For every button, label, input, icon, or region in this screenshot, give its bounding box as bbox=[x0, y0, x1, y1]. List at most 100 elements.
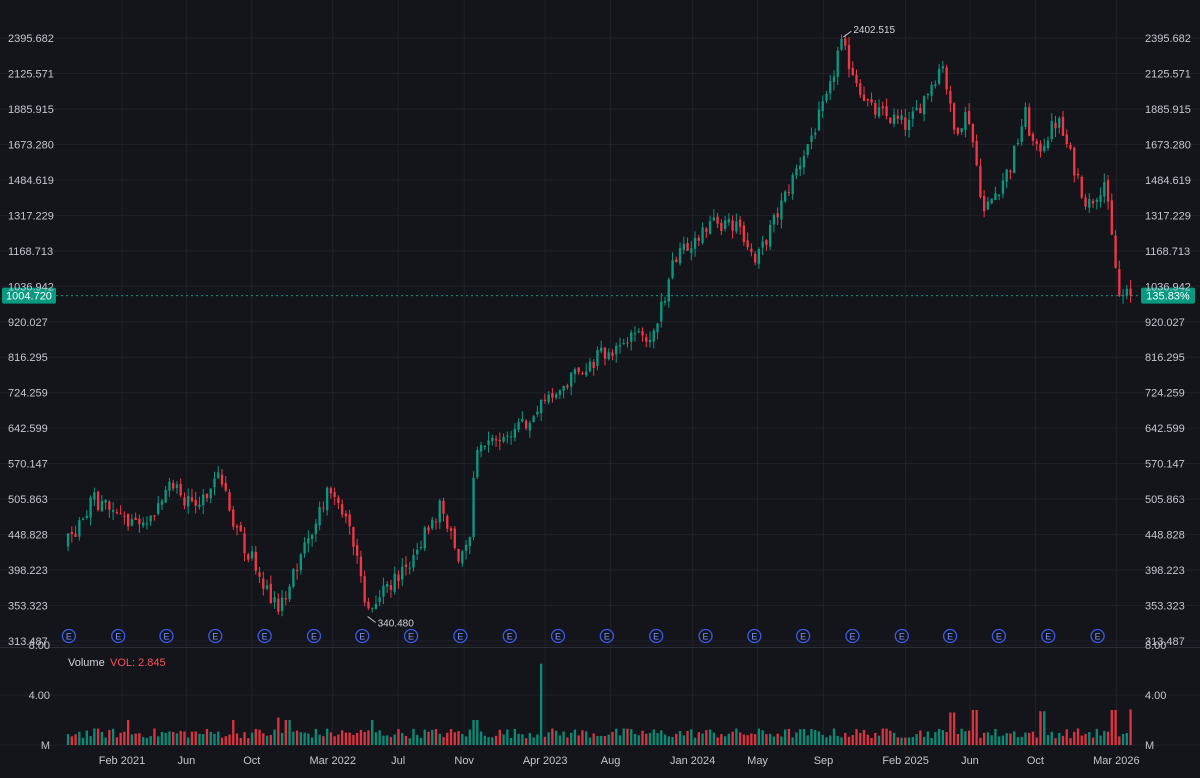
earnings-marker[interactable]: E bbox=[942, 628, 958, 644]
earnings-marker[interactable]: E bbox=[403, 628, 419, 644]
earnings-marker[interactable]: E bbox=[894, 628, 909, 644]
svg-text:E: E bbox=[359, 632, 365, 642]
volume-bar bbox=[487, 737, 490, 745]
earnings-marker[interactable]: E bbox=[306, 628, 322, 644]
candle bbox=[799, 157, 802, 176]
earnings-marker[interactable]: E bbox=[698, 628, 713, 644]
candle bbox=[1095, 197, 1098, 210]
earnings-marker[interactable]: E bbox=[111, 628, 126, 644]
earnings-marker[interactable]: E bbox=[61, 628, 77, 644]
earnings-marker[interactable]: E bbox=[845, 628, 860, 644]
volume-bar bbox=[217, 731, 220, 745]
candle bbox=[175, 480, 179, 494]
volume-bar bbox=[292, 731, 295, 745]
volume-bar bbox=[453, 732, 456, 745]
earnings-marker[interactable]: E bbox=[599, 628, 614, 644]
volume-bar bbox=[528, 732, 532, 745]
earnings-marker[interactable]: E bbox=[502, 628, 517, 644]
volume-bar bbox=[784, 729, 787, 745]
earnings-marker[interactable]: E bbox=[453, 628, 468, 644]
volume-bar bbox=[930, 738, 933, 745]
volume-bar bbox=[1121, 734, 1125, 745]
candle bbox=[250, 545, 254, 561]
volume-bar bbox=[581, 730, 584, 745]
earnings-marker[interactable]: E bbox=[747, 628, 762, 644]
price-tick-label-right: 724.259 bbox=[1145, 388, 1185, 400]
candle bbox=[1084, 193, 1087, 210]
svg-text:340.480: 340.480 bbox=[378, 619, 415, 630]
candle bbox=[874, 99, 877, 119]
volume-bar bbox=[187, 737, 190, 745]
volume-bar bbox=[239, 737, 242, 745]
volume-bar bbox=[416, 734, 419, 745]
price-tick-label-left: 724.259 bbox=[8, 388, 48, 400]
earnings-marker[interactable]: E bbox=[991, 628, 1007, 644]
earnings-marker[interactable]: E bbox=[795, 628, 811, 644]
candle bbox=[656, 323, 659, 340]
earnings-marker[interactable]: E bbox=[355, 628, 370, 644]
volume-tick-label-left: 4.00 bbox=[29, 690, 50, 702]
candle bbox=[228, 489, 231, 512]
candle bbox=[310, 533, 314, 547]
candle bbox=[367, 597, 370, 611]
earnings-marker[interactable]: E bbox=[550, 628, 566, 644]
volume-bar bbox=[228, 734, 231, 745]
candle bbox=[607, 348, 610, 361]
volume-bar bbox=[284, 720, 287, 745]
time-tick-label: Oct bbox=[1027, 755, 1044, 767]
volume-bar bbox=[896, 737, 899, 745]
price-tick-label-right: 1673.280 bbox=[1145, 139, 1191, 151]
volume-bar bbox=[74, 734, 77, 745]
earnings-marker[interactable]: E bbox=[208, 628, 223, 644]
volume-bar bbox=[205, 728, 209, 745]
time-axis[interactable]: Feb 2021 Jun Oct Mar 2022 Jul Nov Apr 2023 Aug J… bbox=[99, 755, 1140, 767]
candle bbox=[592, 359, 595, 376]
volume-bar bbox=[900, 737, 903, 745]
candle bbox=[449, 526, 453, 540]
candle bbox=[408, 561, 411, 575]
candle bbox=[536, 405, 539, 418]
volume-bar bbox=[566, 737, 569, 745]
earnings-marker[interactable]: E bbox=[1041, 628, 1056, 644]
earnings-marker[interactable]: E bbox=[1090, 628, 1105, 644]
candle bbox=[239, 521, 242, 532]
candle bbox=[780, 192, 783, 229]
time-tick-label: Jan 2024 bbox=[670, 755, 715, 767]
candle bbox=[153, 514, 156, 521]
volume-bar bbox=[637, 735, 640, 745]
earnings-marker[interactable]: E bbox=[159, 628, 174, 644]
volume-bar bbox=[1106, 731, 1110, 745]
price-tick-label-left: 816.295 bbox=[8, 352, 48, 364]
volume-bar bbox=[190, 731, 194, 745]
candle bbox=[907, 111, 911, 138]
candle bbox=[363, 570, 366, 607]
volume-title: Volume bbox=[68, 657, 105, 669]
candle bbox=[491, 434, 494, 446]
price-tick-label-right: 448.828 bbox=[1145, 530, 1185, 542]
candle bbox=[990, 198, 993, 205]
volume-bar bbox=[1095, 728, 1098, 745]
earnings-marker[interactable]: E bbox=[257, 628, 272, 644]
volume-bar bbox=[494, 735, 498, 745]
candle bbox=[269, 575, 272, 604]
candle bbox=[772, 213, 776, 233]
candle bbox=[716, 212, 719, 229]
volume-bar bbox=[333, 736, 336, 745]
volume-bar bbox=[498, 729, 501, 745]
volume-bar bbox=[941, 730, 945, 745]
svg-text:E: E bbox=[849, 632, 855, 642]
candle bbox=[626, 337, 629, 348]
candle bbox=[74, 525, 77, 538]
price-axis-left[interactable]: 2395.682 2125.571 1885.915 1673.280 1484.619… bbox=[8, 33, 54, 648]
candle bbox=[284, 591, 287, 606]
candle bbox=[295, 563, 299, 580]
volume-bar bbox=[153, 728, 156, 745]
volume-bar bbox=[363, 732, 366, 745]
price-axis-right[interactable]: 2395.682 2125.571 1885.915 1673.280 1484.619… bbox=[1145, 33, 1191, 648]
volume-bar bbox=[570, 732, 573, 745]
volume-bar bbox=[600, 735, 603, 745]
earnings-marker[interactable]: E bbox=[649, 628, 664, 644]
